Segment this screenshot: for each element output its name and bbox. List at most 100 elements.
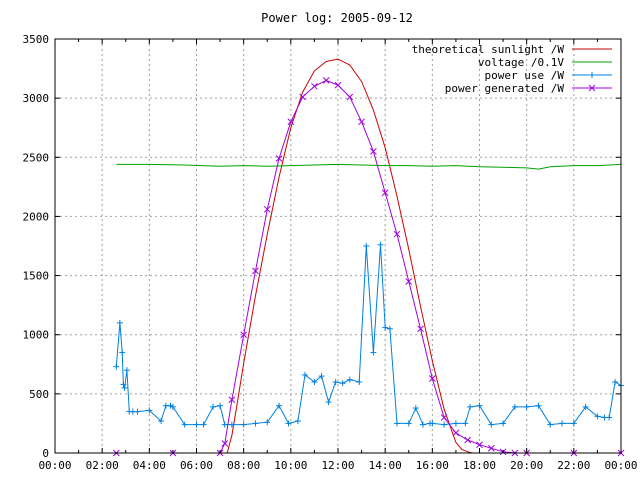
series-area — [112, 58, 625, 457]
series-point — [487, 444, 495, 452]
x-tick-label: 04:00 — [133, 459, 166, 472]
series-point — [452, 429, 460, 437]
series-point — [476, 402, 483, 409]
series-line — [226, 58, 473, 454]
series-point — [417, 325, 424, 333]
y-tick-label: 2000 — [23, 210, 50, 223]
series-point — [113, 363, 120, 370]
series-point — [452, 420, 459, 427]
series-point — [405, 420, 412, 427]
series-point — [221, 440, 229, 447]
series-point — [294, 418, 301, 425]
y-tick-label: 500 — [29, 388, 49, 401]
series-point — [346, 376, 353, 383]
series-point — [570, 420, 577, 427]
legend-label: power use /W — [485, 69, 565, 82]
series-point — [428, 375, 436, 382]
series-point — [370, 148, 377, 155]
series-point — [547, 421, 554, 428]
series-point — [287, 118, 295, 126]
series-point — [381, 189, 389, 197]
series-point — [535, 402, 542, 409]
series-point — [276, 402, 283, 409]
series-point — [264, 419, 271, 426]
series-point — [559, 420, 566, 427]
y-tick-label: 0 — [42, 447, 49, 460]
series-point — [356, 379, 363, 386]
series-point — [582, 403, 589, 410]
axis-ticks: 00:00 02:00 04:00 06:00 08:00 10:00 12:00 14:00… — [23, 33, 638, 472]
series-point — [377, 241, 384, 248]
series-1 — [116, 163, 622, 170]
legend-label: voltage /0.1V — [478, 56, 564, 69]
series-point — [393, 420, 400, 427]
series-point — [488, 421, 495, 428]
x-tick-label: 18:00 — [463, 459, 496, 472]
series-point — [123, 367, 130, 374]
series-point — [285, 420, 292, 427]
chart-title: Power log: 2005-09-12 — [261, 11, 413, 25]
series-point — [358, 118, 365, 126]
series-point — [370, 349, 377, 356]
series-point — [325, 399, 332, 406]
x-tick-label: 02:00 — [86, 459, 119, 472]
y-tick-label: 1000 — [23, 329, 50, 342]
series-point — [275, 155, 283, 162]
series-point — [228, 396, 236, 404]
x-tick-label: 00:00 — [604, 459, 637, 472]
series-point — [120, 381, 127, 388]
series-point — [228, 421, 235, 428]
series-point — [606, 414, 613, 421]
x-tick-label: 06:00 — [180, 459, 213, 472]
y-tick-label: 1500 — [23, 270, 50, 283]
x-tick-label: 22:00 — [557, 459, 590, 472]
x-tick-label: 20:00 — [510, 459, 543, 472]
series-point — [311, 82, 318, 90]
series-2 — [113, 241, 624, 428]
series-line — [116, 163, 622, 170]
x-tick-label: 08:00 — [227, 459, 260, 472]
series-line — [116, 79, 621, 454]
x-tick-label: 12:00 — [321, 459, 354, 472]
series-point — [441, 421, 448, 428]
series-point — [311, 379, 318, 386]
series-3 — [112, 77, 625, 457]
series-point — [429, 420, 436, 427]
series-point — [318, 373, 325, 380]
series-point — [393, 230, 401, 238]
series-point — [200, 421, 207, 428]
series-point — [210, 403, 217, 410]
series-point — [181, 421, 188, 428]
series-point — [119, 349, 126, 356]
legend-label: power generated /W — [445, 82, 565, 95]
series-point — [476, 441, 483, 449]
series-point — [382, 324, 389, 331]
series-0 — [226, 58, 473, 454]
x-tick-label: 14:00 — [369, 459, 402, 472]
y-tick-label: 2500 — [23, 151, 50, 164]
series-point — [462, 420, 469, 427]
series-point — [594, 413, 601, 420]
x-tick-label: 16:00 — [416, 459, 449, 472]
series-point — [322, 77, 330, 84]
series-point — [121, 384, 128, 391]
series-point — [334, 81, 342, 89]
series-point — [252, 420, 259, 427]
series-point — [169, 403, 176, 410]
series-point — [523, 403, 530, 410]
x-tick-label: 10:00 — [274, 459, 307, 472]
series-point — [386, 325, 393, 332]
series-point — [221, 421, 228, 428]
series-point — [500, 420, 507, 427]
grid — [55, 39, 621, 453]
series-point — [467, 403, 474, 410]
series-point — [116, 319, 123, 326]
series-point — [193, 421, 200, 428]
series-point — [440, 414, 448, 421]
series-point — [217, 402, 224, 409]
series-point — [419, 421, 426, 428]
series-point — [301, 371, 308, 378]
series-point — [252, 267, 259, 275]
series-point — [363, 243, 370, 249]
